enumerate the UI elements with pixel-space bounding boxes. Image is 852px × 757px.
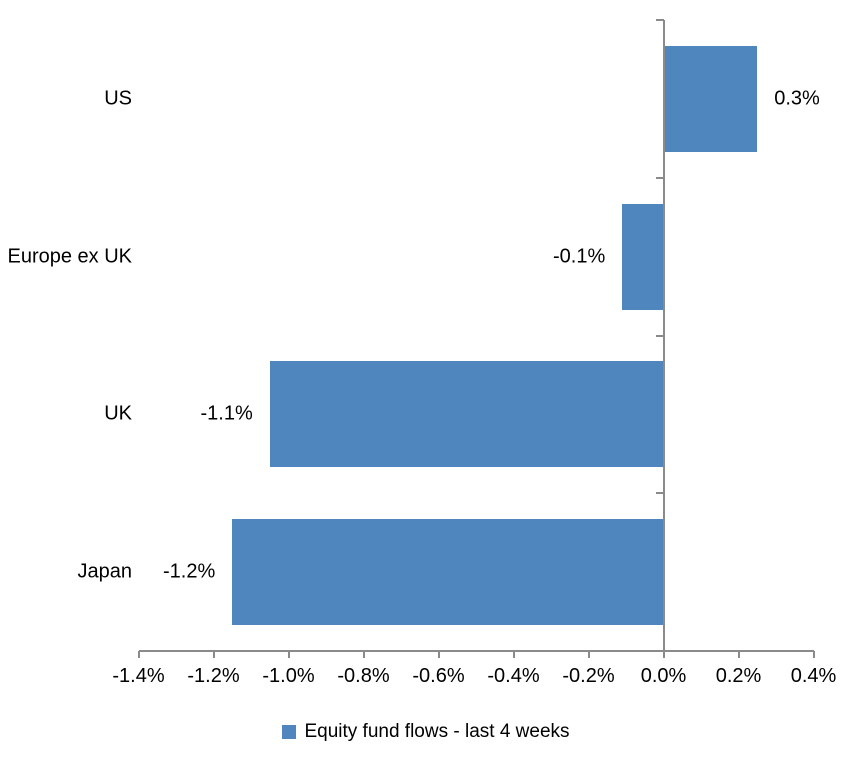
bar [269, 361, 664, 468]
category-label: US [104, 87, 132, 110]
category-label: Europe ex UK [7, 245, 132, 268]
bar [663, 45, 758, 152]
value-axis-tick [137, 651, 140, 658]
legend-label: Equity fund flows - last 4 weeks [304, 721, 570, 742]
data-label: -0.1% [553, 245, 606, 268]
value-axis-tick-label: -1.2% [187, 665, 240, 687]
category-axis-line [662, 20, 665, 651]
legend: Equity fund flows - last 4 weeks [0, 721, 852, 743]
value-axis-line [138, 650, 814, 652]
category-label: UK [104, 402, 132, 425]
bar [232, 519, 664, 626]
value-axis-tick-label: 0.2% [715, 665, 762, 687]
value-axis-tick [662, 651, 665, 658]
value-axis-tick [512, 651, 515, 658]
value-axis-tick-label: -1.0% [262, 665, 315, 687]
category-axis-tick [655, 176, 664, 179]
value-axis-tick-label: 0.0% [640, 665, 687, 687]
value-axis-tick [287, 651, 290, 658]
value-axis-tick-label: -1.4% [112, 665, 165, 687]
value-axis-tick-label: -0.2% [562, 665, 615, 687]
category-axis-tick [655, 492, 664, 495]
value-axis-tick [437, 651, 440, 658]
value-axis-tick [362, 651, 365, 658]
data-label: -1.1% [200, 402, 253, 425]
category-axis-tick [655, 19, 664, 21]
data-label: -1.2% [163, 560, 216, 583]
value-axis-tick [812, 651, 815, 658]
value-axis-tick-label: -0.6% [412, 665, 465, 687]
value-axis-tick [737, 651, 740, 658]
category-label: Japan [77, 560, 133, 583]
category-axis-tick [655, 334, 664, 337]
value-axis-tick [587, 651, 590, 658]
value-axis-tick [212, 651, 215, 658]
value-axis-tick-label: -0.4% [487, 665, 540, 687]
bar [622, 203, 664, 310]
value-axis-tick-label: 0.4% [790, 665, 837, 687]
legend-swatch-icon [282, 725, 297, 739]
category-axis-tick [655, 650, 664, 652]
data-label: 0.3% [774, 87, 820, 110]
value-axis-tick-label: -0.8% [337, 665, 390, 687]
